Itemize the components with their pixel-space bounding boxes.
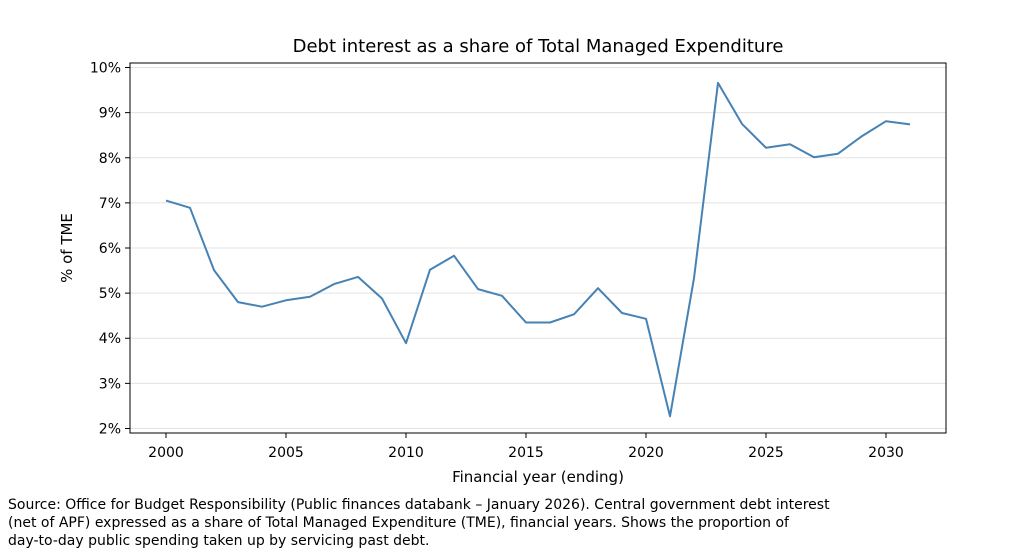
series-line [165, 81, 911, 418]
gridlines [130, 67, 946, 429]
y-tick-label: 3% [99, 376, 121, 392]
y-tick-label: 2% [99, 421, 121, 437]
y-tick-label: 4% [99, 331, 121, 347]
line-chart: Debt interest as a share of Total Manage… [58, 36, 947, 486]
source-note: Source: Office for Budget Responsibility… [8, 497, 830, 549]
x-axis-label: Financial year (ending) [452, 468, 624, 486]
y-tick-label: 6% [99, 241, 121, 257]
x-tick-label: 2005 [268, 445, 304, 461]
y-axis: 2% 3% 4% 5% 6% 7% 8% 9% 10% [90, 61, 130, 437]
y-tick-label: 5% [99, 286, 121, 302]
y-axis-label: % of TME [58, 213, 76, 283]
x-tick-label: 2020 [628, 445, 664, 461]
y-tick-label: 8% [99, 151, 121, 167]
x-tick-label: 2030 [868, 445, 904, 461]
x-axis: 2000 2005 2010 2015 2020 2025 2030 [148, 433, 904, 461]
y-tick-label: 7% [99, 196, 121, 212]
chart-title: Debt interest as a share of Total Manage… [293, 36, 784, 57]
y-tick-label: 9% [99, 106, 121, 122]
data-points [166, 83, 910, 417]
x-tick-label: 2010 [388, 445, 424, 461]
y-tick-label: 10% [90, 61, 121, 77]
x-tick-label: 2025 [748, 445, 784, 461]
x-tick-label: 2000 [148, 445, 184, 461]
x-tick-label: 2015 [508, 445, 544, 461]
